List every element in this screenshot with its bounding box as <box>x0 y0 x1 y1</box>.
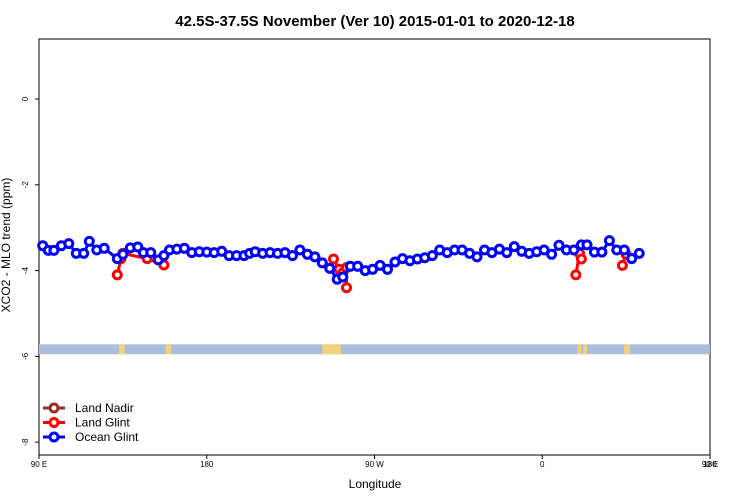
ocean-glint-point <box>618 244 630 256</box>
y-tick-label: -2 <box>21 181 30 189</box>
surface-band-land <box>165 344 170 355</box>
x-tick-label: 90 E <box>31 460 47 469</box>
legend-land-glint-marker <box>48 417 60 428</box>
series-layer <box>37 235 645 294</box>
y-tick-label: -6 <box>21 352 30 360</box>
ocean-glint-point <box>309 251 321 263</box>
ocean-glint-point <box>78 247 90 259</box>
x-axis-label: Longitude <box>349 477 402 491</box>
ocean-glint-point <box>603 235 615 247</box>
ocean-glint-point <box>48 244 60 256</box>
surface-band-land <box>329 344 334 355</box>
land-glint-point <box>575 253 587 265</box>
ocean-glint-point <box>633 247 645 259</box>
ocean-glint-point <box>626 253 638 265</box>
ocean-glint-point <box>501 247 513 259</box>
surface-band-ocean <box>39 344 710 355</box>
surface-band-land <box>326 344 330 355</box>
ocean-glint-point <box>568 244 580 256</box>
surface-band <box>39 344 710 355</box>
ocean-glint-point <box>83 235 95 247</box>
y-tick-label: 0 <box>21 96 30 101</box>
ocean-glint-point <box>352 260 364 272</box>
surface-band-land <box>583 344 587 355</box>
x-tick-label: 90 E <box>702 460 718 469</box>
x-tick-label: 180 <box>200 460 214 469</box>
ocean-glint-point <box>145 247 157 259</box>
x-tick-label: 0 <box>540 460 545 469</box>
ocean-glint-point <box>117 248 129 260</box>
legend-land-nadir-marker <box>48 402 60 414</box>
land-glint-point <box>111 269 123 281</box>
y-axis-label: XCO2 - MLO trend (ppm) <box>0 178 13 313</box>
x-tick-label: 180 <box>703 460 717 469</box>
ocean-glint-point <box>287 250 298 262</box>
ocean-glint-point <box>581 239 593 251</box>
legend-land-nadir-label: Land Nadir <box>75 401 134 415</box>
chart-title: 42.5S-37.5S November (Ver 10) 2015-01-01… <box>175 13 574 30</box>
ocean-glint-point <box>337 271 349 283</box>
surface-band-land <box>577 344 582 355</box>
ocean-glint-point <box>324 262 336 274</box>
ocean-glint-point <box>546 248 558 260</box>
ocean-glint-point <box>538 244 550 256</box>
ocean-glint-point <box>98 242 110 254</box>
surface-band-land <box>121 344 125 355</box>
ocean-glint-point <box>63 238 75 250</box>
ocean-glint-point <box>294 244 306 256</box>
ocean-glint-point <box>316 257 328 269</box>
y-axis: 0 -2 -4 -6 -8 <box>21 96 39 446</box>
x-tick-label: 90 W <box>365 460 384 469</box>
surface-band-land <box>627 344 630 355</box>
land-glint-point <box>328 253 339 265</box>
ocean-glint-point <box>426 250 438 262</box>
surface-band-land <box>624 344 628 355</box>
land-glint-point <box>341 282 352 294</box>
legend-land-glint-label: Land Glint <box>75 416 130 430</box>
surface-band-land <box>337 344 341 355</box>
ocean-glint-point <box>553 239 565 251</box>
y-tick-label: -4 <box>21 266 30 274</box>
ocean-glint-point <box>382 263 393 275</box>
land-glint-point <box>616 259 628 271</box>
surface-band-land <box>322 344 327 355</box>
ocean-glint-point <box>596 246 608 258</box>
land-glint-point <box>570 269 582 281</box>
ocean-glint-point <box>508 241 520 253</box>
y-tick-label: -8 <box>21 438 30 446</box>
legend-ocean-glint-label: Ocean Glint <box>75 430 139 444</box>
surface-band-land <box>169 344 172 355</box>
surface-band-land <box>333 344 338 355</box>
legend-ocean-glint-marker <box>48 431 60 443</box>
ocean-glint-point <box>471 251 483 263</box>
